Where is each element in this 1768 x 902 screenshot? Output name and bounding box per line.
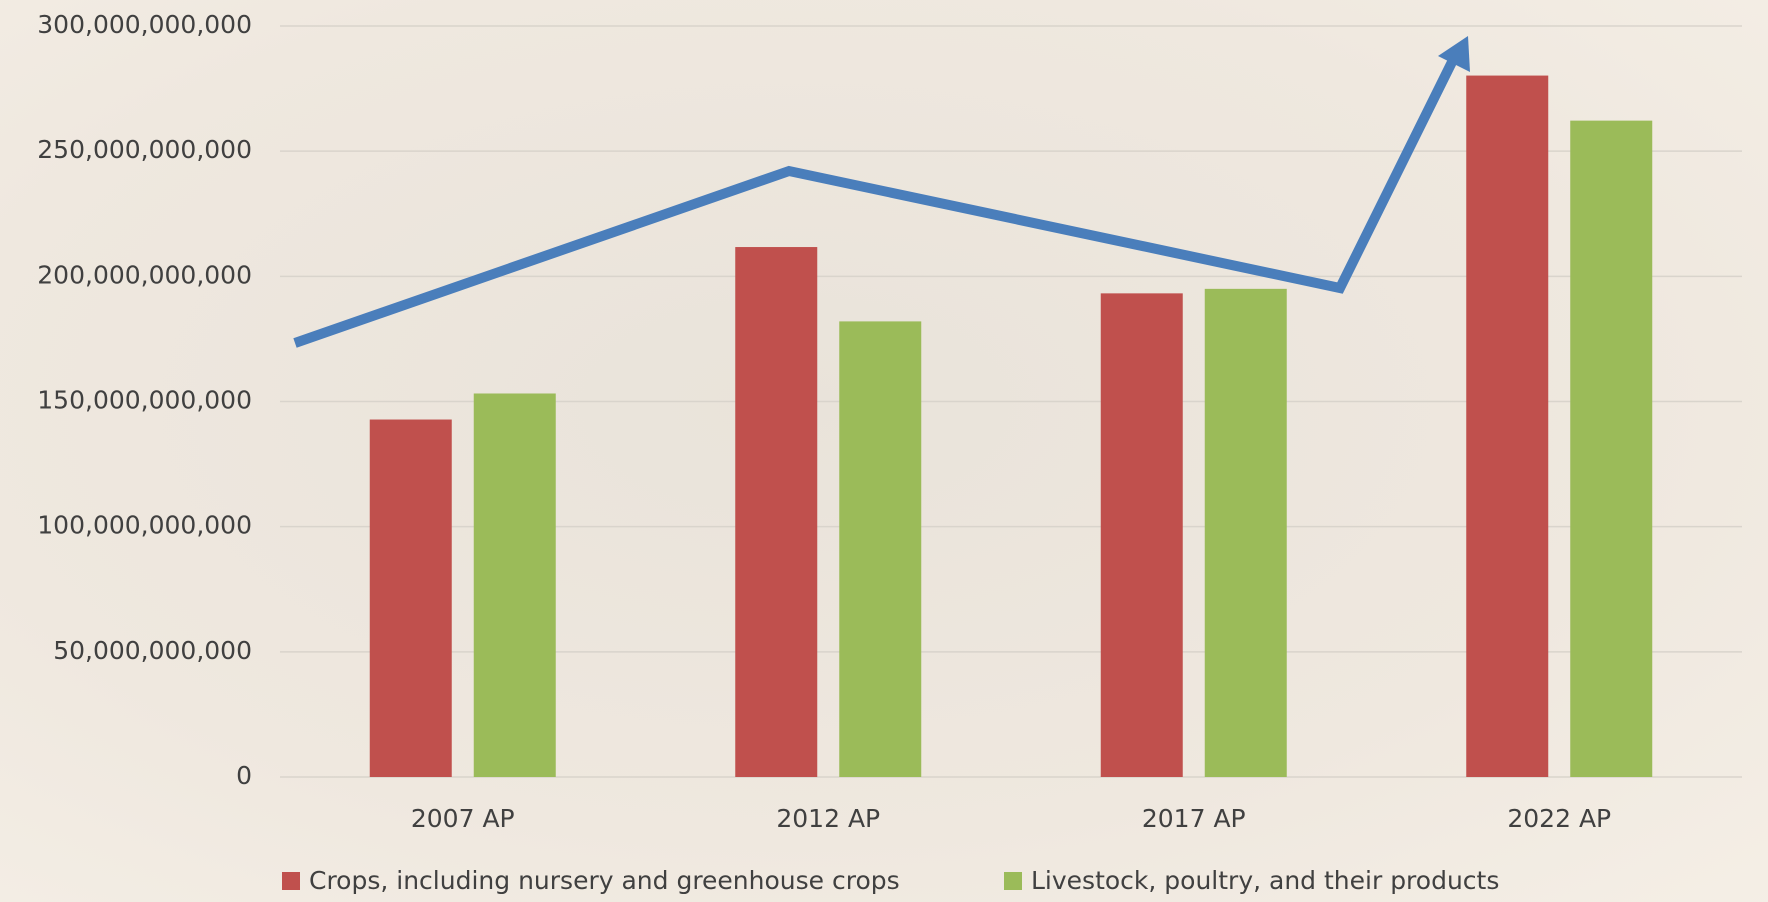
y-tick-label: 300,000,000,000 [37, 10, 252, 39]
legend-label: Livestock, poultry, and their products [1031, 866, 1499, 895]
chart: 0 50,000,000,000 100,000,000,000 150,000,00… [0, 0, 1768, 902]
bar [370, 420, 452, 777]
y-tick-label: 100,000,000,000 [37, 511, 252, 540]
y-tick-label: 250,000,000,000 [37, 135, 252, 164]
x-tick-label: 2022 AP [1507, 804, 1611, 833]
bar [839, 321, 921, 777]
legend-swatch [1004, 872, 1022, 890]
bar [1570, 121, 1652, 777]
x-tick-label: 2017 AP [1142, 804, 1246, 833]
bar [1205, 289, 1287, 777]
bar [1101, 293, 1183, 777]
y-tick-label: 50,000,000,000 [53, 636, 252, 665]
y-tick-label: 200,000,000,000 [37, 260, 252, 289]
bar [1466, 76, 1548, 777]
legend-swatch [282, 872, 300, 890]
y-tick-label: 150,000,000,000 [37, 386, 252, 415]
bar [735, 247, 817, 777]
y-tick-label: 0 [236, 761, 252, 790]
x-tick-label: 2007 AP [411, 804, 515, 833]
bar [474, 393, 556, 777]
x-tick-label: 2012 AP [776, 804, 880, 833]
legend-label: Crops, including nursery and greenhouse … [309, 866, 900, 895]
